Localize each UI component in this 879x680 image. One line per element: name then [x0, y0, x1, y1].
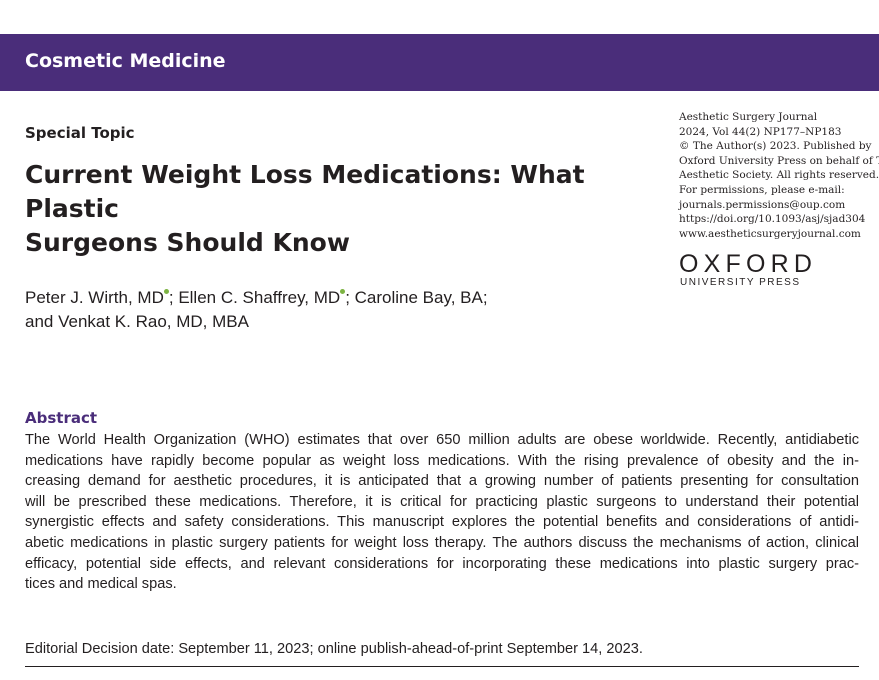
article-category: Special Topic [25, 124, 135, 142]
abstract-line: tices and medical spas. [25, 576, 177, 593]
editorial-decision-date: Editorial Decision date: September 11, 2… [25, 641, 643, 657]
section-banner: Cosmetic Medicine [0, 34, 879, 91]
author-name: Peter J. Wirth, MD [25, 288, 164, 307]
copyright-line: Oxford University Press on behalf of The [679, 154, 879, 167]
doi-link[interactable]: https://doi.org/10.1093/asj/sjad304 [679, 213, 866, 226]
article-title-line: Current Weight Loss Medications: What Pl… [25, 160, 585, 223]
abstract-body: The World Health Organization (WHO) esti… [25, 430, 859, 595]
journal-name: Aesthetic Surgery Journal [679, 111, 818, 123]
journal-volume: 2024, Vol 44(2) NP177–NP183 [679, 125, 842, 138]
journal-website-link[interactable]: www.aestheticsurgeryjournal.com [679, 227, 861, 240]
abstract-line: synergistic effects and safety considera… [25, 514, 859, 531]
copyright-line: Aesthetic Society. All rights reserved. [679, 169, 879, 182]
publisher-subtitle: UNIVERSITY PRESS [680, 277, 801, 288]
abstract-line: medications have rapidly become popular … [25, 452, 859, 469]
section-title: Cosmetic Medicine [25, 50, 226, 72]
author-line: and Venkat K. Rao, MD, MBA [25, 310, 645, 334]
article-title: Current Weight Loss Medications: What Pl… [25, 158, 675, 260]
abstract-line: abetic medications in plastic surgery pa… [25, 534, 859, 551]
orcid-icon[interactable] [340, 289, 346, 295]
permissions-line: For permissions, please e-mail: [679, 183, 845, 196]
article-title-line: Surgeons Should Know [25, 228, 350, 257]
orcid-icon[interactable] [163, 289, 169, 295]
copyright-line: © The Author(s) 2023. Published by [679, 140, 872, 153]
author-name: and Venkat K. Rao, MD, MBA [25, 312, 249, 331]
author-name: Caroline Bay, BA; [354, 288, 488, 307]
permissions-email-link[interactable]: journals.permissions@oup.com [679, 198, 846, 211]
abstract-line: creasing demand for aesthetic procedures… [25, 473, 859, 490]
divider-rule [25, 666, 859, 667]
publisher-name: OXFORD [679, 250, 818, 278]
author-name: Ellen C. Shaffrey, MD [178, 288, 341, 307]
abstract-line: will be prescribed these medications. Th… [25, 493, 859, 510]
abstract-heading: Abstract [25, 409, 98, 427]
publisher-logo: OXFORD UNIVERSITY PRESS [679, 251, 819, 288]
abstract-line: The World Health Organization (WHO) esti… [25, 432, 859, 448]
author-line: Peter J. Wirth, MD; Ellen C. Shaffrey, M… [25, 288, 488, 307]
abstract-line: efficacy, potential side effects, and re… [25, 555, 859, 572]
journal-info: Aesthetic Surgery Journal 2024, Vol 44(2… [679, 110, 879, 241]
author-list: Peter J. Wirth, MD; Ellen C. Shaffrey, M… [25, 286, 645, 334]
